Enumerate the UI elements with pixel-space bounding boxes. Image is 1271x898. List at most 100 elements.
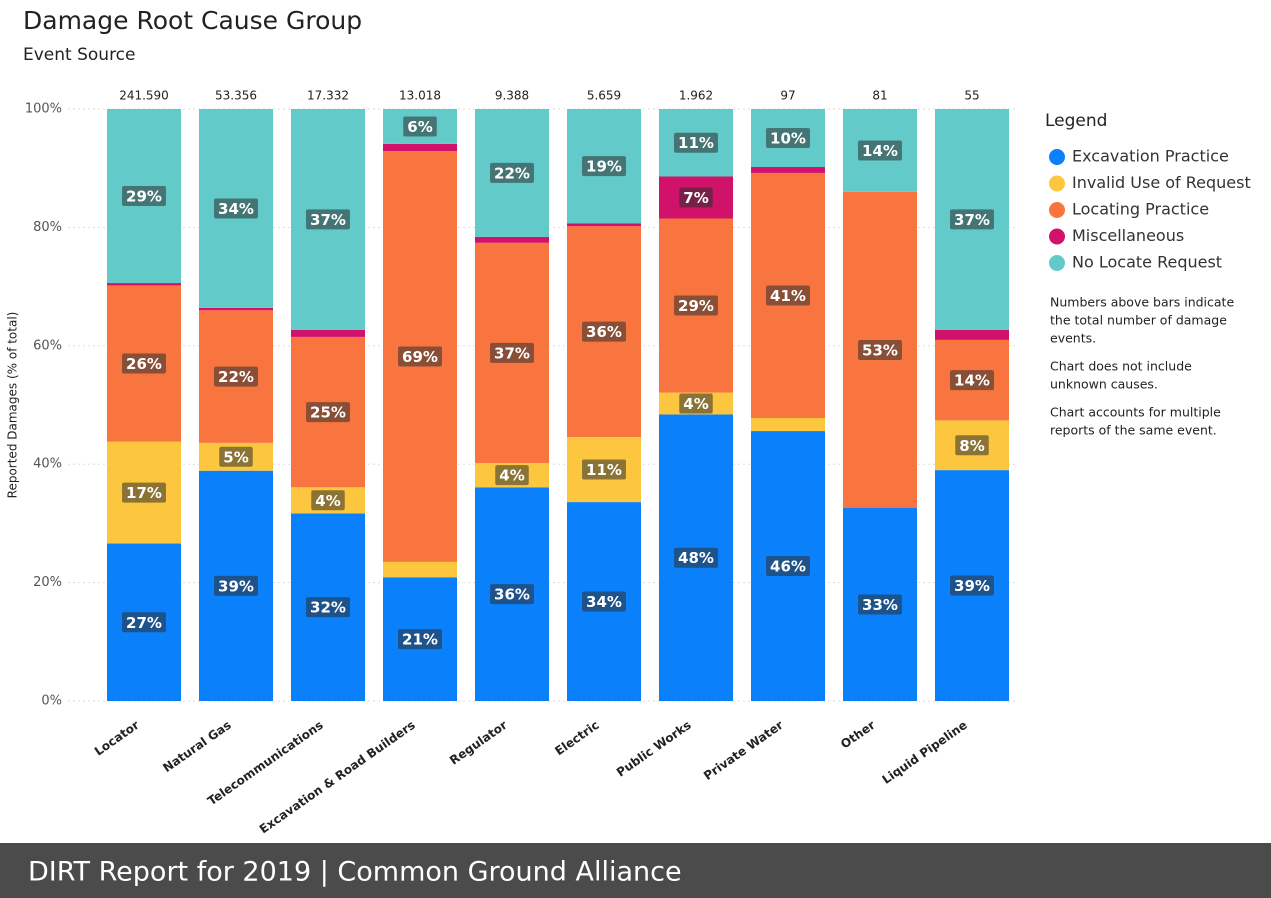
x-tick-label: Locator (92, 718, 142, 759)
value-label: 26% (126, 355, 162, 373)
value-label: 69% (402, 348, 438, 366)
value-label-box (122, 482, 166, 503)
x-tick-group: Regulator (447, 718, 510, 768)
value-label-box (858, 140, 902, 161)
value-label: 21% (402, 631, 438, 649)
value-label: 37% (310, 211, 346, 229)
x-tick-label: Private Water (701, 718, 786, 783)
y-tick-label: 100% (25, 102, 62, 117)
value-label-box (766, 128, 810, 149)
value-label-box (306, 402, 350, 423)
value-label: 36% (494, 586, 530, 604)
value-label: 29% (126, 188, 162, 206)
value-label-box (122, 353, 166, 374)
bar-segment (383, 143, 457, 152)
y-tick-label: 0% (41, 694, 62, 709)
bar-segment (199, 307, 273, 311)
total-label: 13.018 (399, 89, 441, 103)
bar-segment (475, 236, 549, 243)
value-label: 41% (770, 287, 806, 305)
x-tick-group: Locator (92, 718, 142, 759)
value-label: 14% (954, 372, 990, 390)
value-label-box (950, 209, 994, 230)
legend-marker (1049, 255, 1065, 271)
total-label: 5.659 (587, 89, 621, 103)
x-tick-group: Natural Gas (160, 718, 233, 775)
value-label-box (490, 342, 534, 363)
chart-subtitle: Event Source (23, 45, 136, 65)
value-label-box (582, 459, 626, 480)
x-tick-label: Electric (552, 718, 601, 758)
total-label: 81 (872, 89, 887, 103)
value-label-box (674, 547, 718, 568)
value-label-box (398, 629, 442, 650)
x-tick-label: Other (838, 718, 878, 752)
value-label-box (679, 187, 713, 208)
chart-title: Damage Root Cause Group (23, 6, 362, 35)
value-label: 29% (678, 297, 714, 315)
value-label-box (858, 339, 902, 360)
value-label-box (219, 446, 253, 467)
value-label: 11% (586, 461, 622, 479)
value-label: 4% (499, 467, 524, 485)
value-label: 53% (862, 341, 898, 359)
value-label-box (214, 198, 258, 219)
value-label: 22% (494, 164, 530, 182)
y-tick-label: 60% (33, 338, 62, 353)
value-label-box (398, 346, 442, 367)
value-label-box (495, 465, 529, 486)
value-label: 8% (959, 437, 984, 455)
note-line: Numbers above bars indicate (1050, 295, 1234, 310)
value-label: 4% (315, 492, 340, 510)
total-label: 1.962 (679, 89, 713, 103)
value-label-box (766, 556, 810, 577)
legend-label: Excavation Practice (1072, 147, 1229, 166)
value-label-box (674, 295, 718, 316)
value-label: 33% (862, 596, 898, 614)
value-label: 36% (586, 323, 622, 341)
value-label: 17% (126, 484, 162, 502)
value-label-box (214, 366, 258, 387)
note-line: events. (1050, 331, 1096, 346)
value-label-box (403, 116, 437, 137)
value-label-box (214, 575, 258, 596)
x-tick-label: Regulator (447, 718, 510, 768)
value-label: 27% (126, 614, 162, 632)
total-label: 97 (780, 89, 795, 103)
value-label: 48% (678, 549, 714, 567)
x-tick-label: Excavation & Road Builders (257, 718, 418, 836)
x-tick-group: Excavation & Road Builders (257, 718, 418, 836)
value-label: 10% (770, 130, 806, 148)
value-label-box (122, 612, 166, 633)
bar-segment (567, 223, 641, 227)
total-label: 241.590 (119, 89, 169, 103)
x-tick-group: Private Water (701, 718, 786, 783)
value-label: 46% (770, 558, 806, 576)
note-line: unknown causes. (1050, 377, 1158, 392)
legend-marker (1049, 149, 1065, 165)
x-tick-group: Public Works (614, 718, 694, 780)
value-label: 32% (310, 599, 346, 617)
value-label: 7% (683, 189, 708, 207)
x-tick-group: Electric (552, 718, 601, 758)
value-label: 5% (223, 448, 248, 466)
value-label: 6% (407, 118, 432, 136)
bar-segment (383, 561, 457, 578)
y-axis-label: Reported Damages (% of total) (6, 312, 20, 499)
value-label-box (490, 584, 534, 605)
footer-bar (0, 843, 1271, 898)
note-line: the total number of damage (1050, 313, 1227, 328)
total-label: 53.356 (215, 89, 257, 103)
value-label: 34% (218, 200, 254, 218)
total-label: 9.388 (495, 89, 529, 103)
value-label-box (582, 156, 626, 177)
legend-marker (1049, 202, 1065, 218)
value-label-box (955, 435, 989, 456)
legend-label: Locating Practice (1072, 200, 1209, 219)
note-line: Chart accounts for multiple (1050, 405, 1221, 420)
x-tick-label: Liquid Pipeline (880, 718, 970, 787)
legend-marker (1049, 228, 1065, 245)
legend-marker (1049, 175, 1065, 192)
x-tick-label: Public Works (614, 718, 694, 780)
